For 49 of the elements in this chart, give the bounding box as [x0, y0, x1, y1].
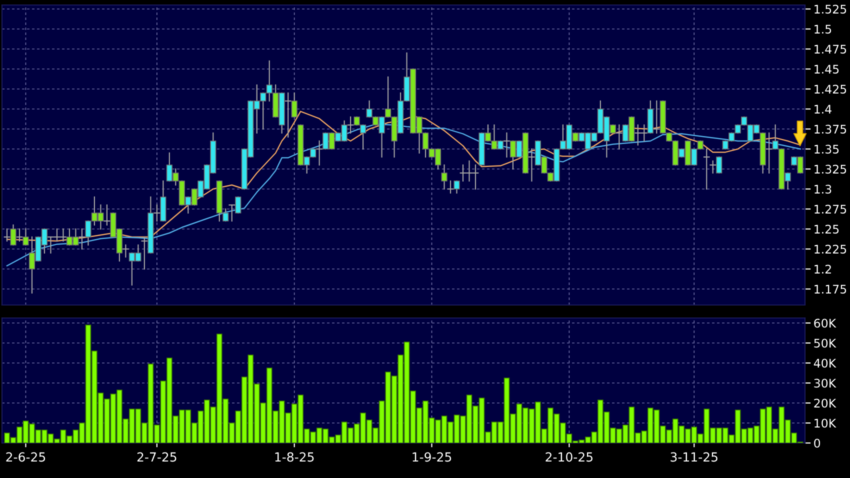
candlestick [504, 132, 510, 158]
x-tick-label: 2-6-25 [6, 452, 46, 462]
candlestick [78, 228, 86, 250]
line-series [6, 124, 801, 266]
candlestick [653, 100, 660, 134]
y-tick-label: 1.4 [814, 104, 832, 114]
y-tick-label: 40K [814, 358, 836, 368]
candlestick [4, 228, 10, 242]
candlestick [766, 132, 772, 174]
x-tick-label: 1-8-25 [275, 452, 314, 462]
y-tick-label: 1.275 [814, 204, 846, 214]
candlestick [122, 244, 129, 258]
candlestick [284, 92, 292, 138]
y-tick-label: 1.175 [814, 284, 846, 294]
y-tick-label: 1.35 [814, 144, 839, 154]
y-tick-label: 1.375 [814, 124, 846, 134]
y-tick-label: 1.525 [814, 4, 846, 14]
x-tick-label: 1-9-25 [412, 452, 452, 462]
candlestick [710, 160, 716, 174]
candlestick [441, 164, 448, 190]
y-tick-label: 1.2 [814, 264, 831, 274]
x-tick-label: 2-7-25 [137, 452, 176, 462]
y-tick-label: 1.25 [814, 224, 839, 234]
candlestick [154, 204, 160, 222]
y-tick-label: 30K [814, 378, 836, 388]
candlestick [528, 148, 535, 182]
candlestick [228, 204, 236, 222]
y-tick-label: 60K [814, 318, 836, 328]
candlestick [141, 236, 148, 270]
x-tick-label: 3-11-25 [670, 452, 718, 462]
candlestick [316, 140, 323, 166]
y-tick-label: 20K [814, 398, 836, 408]
y-tick-label: 1.325 [814, 164, 846, 174]
candlestick [16, 228, 23, 242]
y-tick-label: 50K [814, 338, 836, 348]
y-tick-label: 1.3 [814, 184, 832, 194]
candlestick [447, 180, 454, 194]
candlestick [703, 148, 710, 190]
y-tick-label: 1.5 [814, 24, 832, 34]
candlestick [104, 204, 110, 226]
candlestick [616, 124, 622, 150]
y-tick-label: 0 [814, 438, 820, 448]
y-tick-label: 1.425 [814, 84, 846, 94]
y-tick-label: 1.475 [814, 44, 846, 54]
y-tick-label: 1.225 [814, 244, 846, 254]
y-tick-label: 1.45 [814, 64, 839, 74]
y-tick-label: 10K [814, 418, 836, 428]
x-tick-label: 2-10-25 [546, 452, 592, 462]
candlestick [347, 116, 354, 134]
